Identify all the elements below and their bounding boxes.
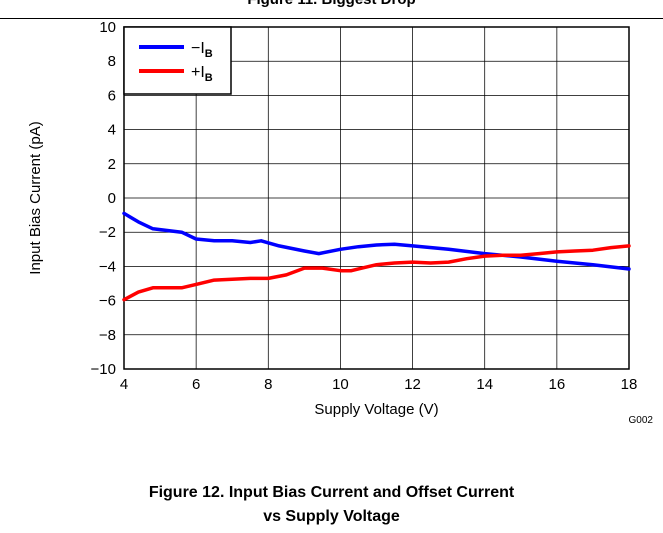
- legend-box: [123, 26, 232, 95]
- y-tick-label: −10: [91, 361, 116, 378]
- chart-grid: [123, 26, 630, 370]
- x-tick-label: 8: [264, 376, 272, 393]
- series-line-plus-ib: [122, 244, 631, 302]
- top-figure-caption: Figure 11. Biggest Drop: [0, 0, 663, 8]
- y-tick-label: 8: [108, 53, 116, 70]
- series-layer: [122, 211, 631, 302]
- x-tick-labels: 4 6 8 10 12 14 16 18: [120, 376, 638, 393]
- figure-caption: Figure 12. Input Bias Current and Offset…: [0, 481, 663, 529]
- figure-caption-line-1: Figure 12. Input Bias Current and Offset…: [148, 484, 515, 501]
- y-tick-label: −2: [99, 224, 116, 241]
- x-axis-label: Supply Voltage (V): [314, 401, 438, 418]
- x-tick-label: 6: [192, 376, 200, 393]
- series-line-minus-ib: [122, 211, 631, 271]
- y-tick-labels: 10 8 6 4 2 0 −2 −4 −6 −8 −10: [91, 19, 116, 378]
- bias-current-chart: 10 8 6 4 2 0 −2 −4 −6 −8 −10 4 6 8 10 12 14 16 18 Supply …: [27, 19, 654, 426]
- y-tick-label: 4: [108, 122, 116, 139]
- x-tick-label: 10: [332, 376, 349, 393]
- figure-caption-line-2: vs Supply Voltage: [263, 508, 400, 525]
- x-tick-label: 12: [404, 376, 421, 393]
- x-tick-label: 4: [120, 376, 128, 393]
- x-tick-label: 14: [476, 376, 493, 393]
- top-divider-line: [0, 18, 663, 19]
- x-tick-label: 16: [549, 376, 566, 393]
- legend: −IB+IB: [123, 26, 232, 95]
- y-tick-label: 0: [108, 190, 116, 207]
- y-tick-label: 10: [99, 19, 116, 36]
- plot-frame: [123, 26, 630, 370]
- y-tick-label: 6: [108, 87, 116, 104]
- y-tick-label: 2: [108, 156, 116, 173]
- y-tick-label: −4: [99, 258, 116, 275]
- y-tick-label: −8: [99, 327, 116, 344]
- x-tick-label: 18: [621, 376, 638, 393]
- y-axis-label: Input Bias Current (pA): [27, 121, 44, 274]
- y-tick-label: −6: [99, 293, 116, 310]
- figure-code: G002: [629, 415, 654, 426]
